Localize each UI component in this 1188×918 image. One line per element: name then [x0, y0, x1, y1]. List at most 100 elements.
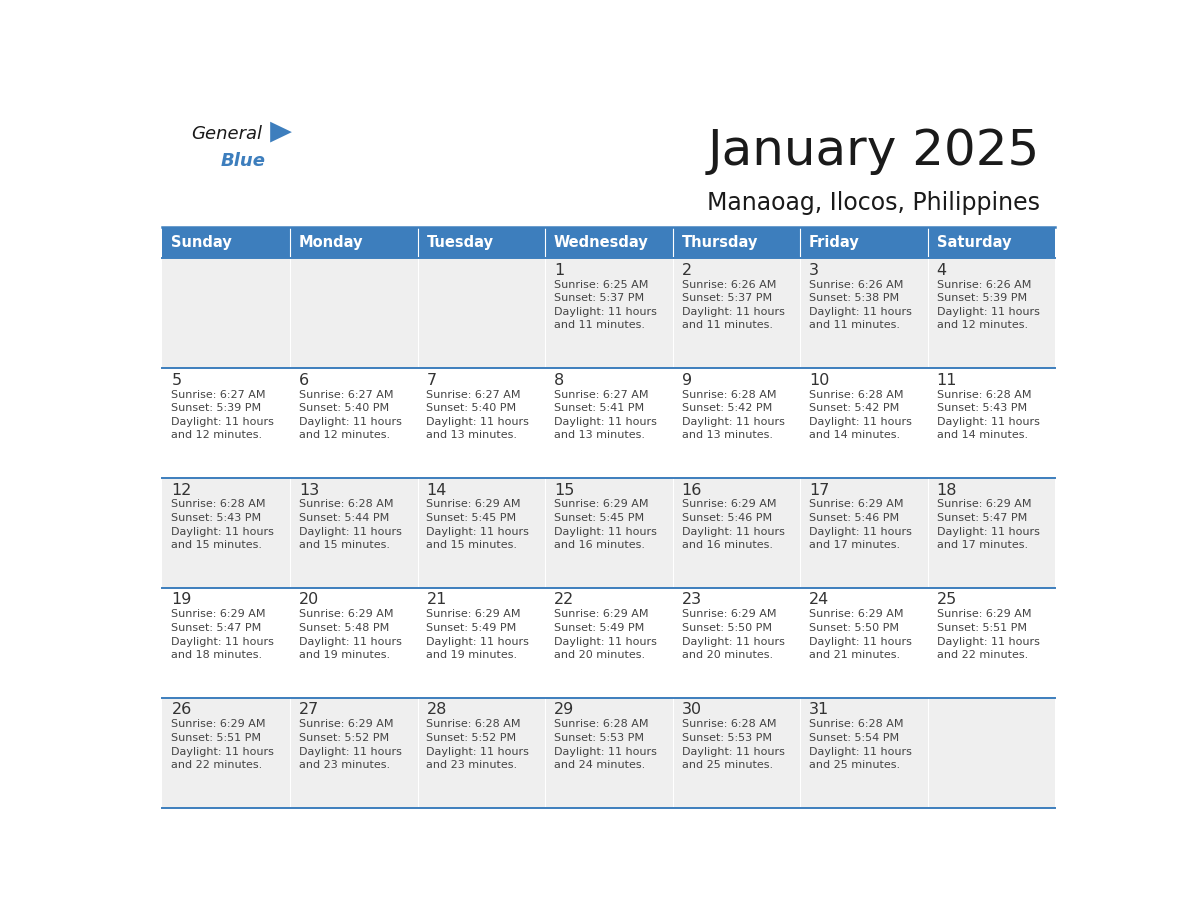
Text: 11: 11	[936, 373, 958, 387]
Bar	[290, 258, 417, 368]
Text: Blue: Blue	[221, 151, 266, 170]
Bar	[801, 227, 928, 258]
Text: Monday: Monday	[299, 235, 364, 250]
Text: Sunrise: 6:29 AM
Sunset: 5:45 PM
Daylight: 11 hours
and 16 minutes.: Sunrise: 6:29 AM Sunset: 5:45 PM Dayligh…	[554, 499, 657, 550]
Text: Sunrise: 6:29 AM
Sunset: 5:49 PM
Daylight: 11 hours
and 20 minutes.: Sunrise: 6:29 AM Sunset: 5:49 PM Dayligh…	[554, 610, 657, 660]
Text: 28: 28	[426, 702, 447, 718]
Text: Sunrise: 6:29 AM
Sunset: 5:46 PM
Daylight: 11 hours
and 16 minutes.: Sunrise: 6:29 AM Sunset: 5:46 PM Dayligh…	[682, 499, 784, 550]
Bar	[290, 478, 417, 588]
Text: Sunrise: 6:28 AM
Sunset: 5:44 PM
Daylight: 11 hours
and 15 minutes.: Sunrise: 6:28 AM Sunset: 5:44 PM Dayligh…	[299, 499, 402, 550]
Text: 13: 13	[299, 483, 320, 498]
Text: Sunrise: 6:26 AM
Sunset: 5:37 PM
Daylight: 11 hours
and 11 minutes.: Sunrise: 6:26 AM Sunset: 5:37 PM Dayligh…	[682, 280, 784, 330]
Text: 31: 31	[809, 702, 829, 718]
Text: 6: 6	[299, 373, 309, 387]
Bar	[163, 698, 290, 808]
Text: Friday: Friday	[809, 235, 860, 250]
Text: 25: 25	[936, 592, 956, 608]
Bar	[928, 698, 1055, 808]
Text: Sunrise: 6:27 AM
Sunset: 5:39 PM
Daylight: 11 hours
and 12 minutes.: Sunrise: 6:27 AM Sunset: 5:39 PM Dayligh…	[171, 389, 274, 441]
Text: Sunrise: 6:29 AM
Sunset: 5:50 PM
Daylight: 11 hours
and 20 minutes.: Sunrise: 6:29 AM Sunset: 5:50 PM Dayligh…	[682, 610, 784, 660]
Bar	[417, 368, 545, 478]
Text: Sunrise: 6:25 AM
Sunset: 5:37 PM
Daylight: 11 hours
and 11 minutes.: Sunrise: 6:25 AM Sunset: 5:37 PM Dayligh…	[554, 280, 657, 330]
Bar	[163, 258, 290, 368]
Text: Sunrise: 6:28 AM
Sunset: 5:52 PM
Daylight: 11 hours
and 23 minutes.: Sunrise: 6:28 AM Sunset: 5:52 PM Dayligh…	[426, 720, 530, 770]
Bar	[801, 698, 928, 808]
Text: Sunrise: 6:28 AM
Sunset: 5:42 PM
Daylight: 11 hours
and 14 minutes.: Sunrise: 6:28 AM Sunset: 5:42 PM Dayligh…	[809, 389, 912, 441]
Text: Sunrise: 6:29 AM
Sunset: 5:48 PM
Daylight: 11 hours
and 19 minutes.: Sunrise: 6:29 AM Sunset: 5:48 PM Dayligh…	[299, 610, 402, 660]
Bar	[545, 478, 672, 588]
Text: 17: 17	[809, 483, 829, 498]
Text: 16: 16	[682, 483, 702, 498]
Text: Saturday: Saturday	[936, 235, 1011, 250]
Bar	[545, 698, 672, 808]
Text: 18: 18	[936, 483, 958, 498]
Text: Sunrise: 6:27 AM
Sunset: 5:40 PM
Daylight: 11 hours
and 13 minutes.: Sunrise: 6:27 AM Sunset: 5:40 PM Dayligh…	[426, 389, 530, 441]
Bar	[163, 478, 290, 588]
Bar	[417, 227, 545, 258]
Bar	[545, 258, 672, 368]
Text: Sunday: Sunday	[171, 235, 232, 250]
Text: 8: 8	[554, 373, 564, 387]
Bar	[672, 227, 801, 258]
Bar	[672, 698, 801, 808]
Text: General: General	[191, 126, 263, 143]
Text: 21: 21	[426, 592, 447, 608]
Text: 15: 15	[554, 483, 574, 498]
Text: Sunrise: 6:28 AM
Sunset: 5:53 PM
Daylight: 11 hours
and 24 minutes.: Sunrise: 6:28 AM Sunset: 5:53 PM Dayligh…	[554, 720, 657, 770]
Polygon shape	[270, 122, 292, 142]
Text: Wednesday: Wednesday	[554, 235, 649, 250]
Text: 2: 2	[682, 263, 691, 277]
Text: Sunrise: 6:29 AM
Sunset: 5:47 PM
Daylight: 11 hours
and 18 minutes.: Sunrise: 6:29 AM Sunset: 5:47 PM Dayligh…	[171, 610, 274, 660]
Text: Thursday: Thursday	[682, 235, 758, 250]
Bar	[417, 698, 545, 808]
Text: Tuesday: Tuesday	[426, 235, 493, 250]
Text: Sunrise: 6:29 AM
Sunset: 5:47 PM
Daylight: 11 hours
and 17 minutes.: Sunrise: 6:29 AM Sunset: 5:47 PM Dayligh…	[936, 499, 1040, 550]
Text: Sunrise: 6:28 AM
Sunset: 5:54 PM
Daylight: 11 hours
and 25 minutes.: Sunrise: 6:28 AM Sunset: 5:54 PM Dayligh…	[809, 720, 912, 770]
Text: Sunrise: 6:29 AM
Sunset: 5:50 PM
Daylight: 11 hours
and 21 minutes.: Sunrise: 6:29 AM Sunset: 5:50 PM Dayligh…	[809, 610, 912, 660]
Text: 23: 23	[682, 592, 702, 608]
Bar	[163, 588, 290, 698]
Text: Sunrise: 6:29 AM
Sunset: 5:45 PM
Daylight: 11 hours
and 15 minutes.: Sunrise: 6:29 AM Sunset: 5:45 PM Dayligh…	[426, 499, 530, 550]
Text: 7: 7	[426, 373, 436, 387]
Text: Sunrise: 6:26 AM
Sunset: 5:39 PM
Daylight: 11 hours
and 12 minutes.: Sunrise: 6:26 AM Sunset: 5:39 PM Dayligh…	[936, 280, 1040, 330]
Text: 14: 14	[426, 483, 447, 498]
Text: 5: 5	[171, 373, 182, 387]
Text: 12: 12	[171, 483, 191, 498]
Text: 26: 26	[171, 702, 191, 718]
Bar	[417, 478, 545, 588]
Bar	[672, 258, 801, 368]
Text: 30: 30	[682, 702, 702, 718]
Bar	[801, 258, 928, 368]
Text: 10: 10	[809, 373, 829, 387]
Text: January 2025: January 2025	[708, 127, 1040, 175]
Text: 20: 20	[299, 592, 320, 608]
Bar	[417, 588, 545, 698]
Text: 22: 22	[554, 592, 574, 608]
Bar	[163, 227, 290, 258]
Text: 19: 19	[171, 592, 191, 608]
Text: 27: 27	[299, 702, 320, 718]
Bar	[801, 368, 928, 478]
Text: 9: 9	[682, 373, 691, 387]
Bar	[545, 227, 672, 258]
Text: 29: 29	[554, 702, 574, 718]
Bar	[290, 588, 417, 698]
Bar	[545, 588, 672, 698]
Bar	[801, 588, 928, 698]
Text: Sunrise: 6:29 AM
Sunset: 5:51 PM
Daylight: 11 hours
and 22 minutes.: Sunrise: 6:29 AM Sunset: 5:51 PM Dayligh…	[936, 610, 1040, 660]
Bar	[928, 258, 1055, 368]
Text: Sunrise: 6:27 AM
Sunset: 5:40 PM
Daylight: 11 hours
and 12 minutes.: Sunrise: 6:27 AM Sunset: 5:40 PM Dayligh…	[299, 389, 402, 441]
Text: 24: 24	[809, 592, 829, 608]
Bar	[672, 588, 801, 698]
Text: Sunrise: 6:29 AM
Sunset: 5:49 PM
Daylight: 11 hours
and 19 minutes.: Sunrise: 6:29 AM Sunset: 5:49 PM Dayligh…	[426, 610, 530, 660]
Text: Sunrise: 6:28 AM
Sunset: 5:53 PM
Daylight: 11 hours
and 25 minutes.: Sunrise: 6:28 AM Sunset: 5:53 PM Dayligh…	[682, 720, 784, 770]
Text: Sunrise: 6:26 AM
Sunset: 5:38 PM
Daylight: 11 hours
and 11 minutes.: Sunrise: 6:26 AM Sunset: 5:38 PM Dayligh…	[809, 280, 912, 330]
Text: Sunrise: 6:28 AM
Sunset: 5:43 PM
Daylight: 11 hours
and 15 minutes.: Sunrise: 6:28 AM Sunset: 5:43 PM Dayligh…	[171, 499, 274, 550]
Text: 1: 1	[554, 263, 564, 277]
Bar	[672, 368, 801, 478]
Bar	[672, 478, 801, 588]
Text: Sunrise: 6:29 AM
Sunset: 5:46 PM
Daylight: 11 hours
and 17 minutes.: Sunrise: 6:29 AM Sunset: 5:46 PM Dayligh…	[809, 499, 912, 550]
Bar	[928, 368, 1055, 478]
Text: 4: 4	[936, 263, 947, 277]
Text: Manaoag, Ilocos, Philippines: Manaoag, Ilocos, Philippines	[707, 191, 1040, 215]
